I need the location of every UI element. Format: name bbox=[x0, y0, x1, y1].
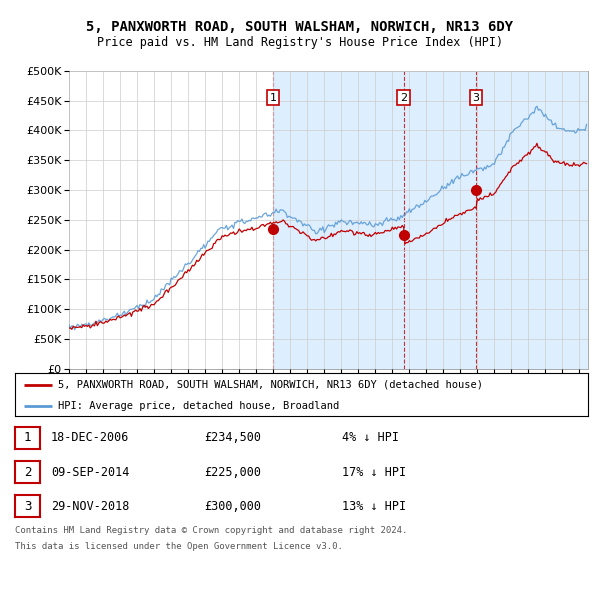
Text: 17% ↓ HPI: 17% ↓ HPI bbox=[342, 466, 406, 478]
Text: £300,000: £300,000 bbox=[204, 500, 261, 513]
Text: 5, PANXWORTH ROAD, SOUTH WALSHAM, NORWICH, NR13 6DY (detached house): 5, PANXWORTH ROAD, SOUTH WALSHAM, NORWIC… bbox=[58, 379, 483, 389]
Text: 13% ↓ HPI: 13% ↓ HPI bbox=[342, 500, 406, 513]
Text: Price paid vs. HM Land Registry's House Price Index (HPI): Price paid vs. HM Land Registry's House … bbox=[97, 36, 503, 49]
Text: 1: 1 bbox=[269, 93, 277, 103]
Text: 3: 3 bbox=[24, 500, 31, 513]
Text: 1: 1 bbox=[24, 431, 31, 444]
Text: Contains HM Land Registry data © Crown copyright and database right 2024.: Contains HM Land Registry data © Crown c… bbox=[15, 526, 407, 535]
Text: 4% ↓ HPI: 4% ↓ HPI bbox=[342, 431, 399, 444]
Text: £234,500: £234,500 bbox=[204, 431, 261, 444]
Text: 2: 2 bbox=[24, 466, 31, 478]
Bar bbox=[273, 71, 600, 369]
Text: 29-NOV-2018: 29-NOV-2018 bbox=[51, 500, 130, 513]
Text: 5, PANXWORTH ROAD, SOUTH WALSHAM, NORWICH, NR13 6DY: 5, PANXWORTH ROAD, SOUTH WALSHAM, NORWIC… bbox=[86, 19, 514, 34]
Text: HPI: Average price, detached house, Broadland: HPI: Average price, detached house, Broa… bbox=[58, 401, 339, 411]
Text: 3: 3 bbox=[473, 93, 479, 103]
Text: 09-SEP-2014: 09-SEP-2014 bbox=[51, 466, 130, 478]
Text: 18-DEC-2006: 18-DEC-2006 bbox=[51, 431, 130, 444]
Text: This data is licensed under the Open Government Licence v3.0.: This data is licensed under the Open Gov… bbox=[15, 542, 343, 551]
Text: 2: 2 bbox=[400, 93, 407, 103]
Text: £225,000: £225,000 bbox=[204, 466, 261, 478]
